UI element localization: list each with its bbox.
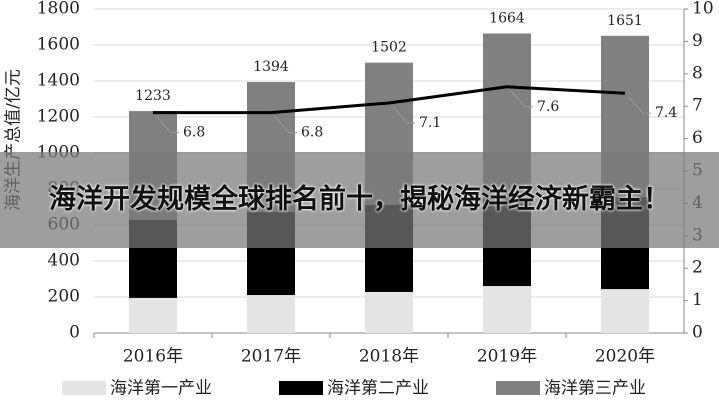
legend-swatch [279,381,323,395]
bar-segment [129,297,177,333]
line-value-label: 6.8 [183,125,205,141]
total-label: 1651 [607,13,643,29]
x-tick-label: 2017年 [241,347,301,367]
y-tick-label: 0 [69,323,80,343]
y-tick-label: 1400 [37,71,80,91]
y2-tick-label: 0 [692,323,703,343]
y-tick-label: 200 [48,287,80,307]
x-tick-label: 2020年 [595,347,655,367]
bar-segment [483,286,531,333]
total-label: 1233 [135,88,171,104]
x-tick-label: 2019年 [477,347,537,367]
bar-segment [247,295,295,333]
y-tick-label: 1800 [37,0,80,19]
line-value-label: 7.6 [537,99,559,115]
bar-segment [601,289,649,333]
total-label: 1394 [253,59,289,75]
legend-label: 海洋第一产业 [110,379,212,399]
total-label: 1664 [489,10,525,26]
y2-tick-label: 7 [692,96,703,116]
label-leader [156,116,179,134]
y-tick-label: 400 [48,251,80,271]
legend-swatch [496,381,540,395]
label-leader [510,90,533,108]
total-label: 1502 [371,40,407,56]
bar-segment [365,291,413,333]
legend-label: 海洋第二产业 [327,379,429,399]
banner-title: 海洋开发规模全球排名前十，揭秘海洋经济新霸主！ [49,184,670,215]
y2-tick-label: 10 [692,0,714,19]
y2-tick-label: 6 [692,128,703,148]
y-tick-label: 1600 [37,35,80,55]
x-tick-label: 2016年 [123,347,183,367]
line-value-label: 6.8 [301,125,323,141]
x-tick-label: 2018年 [359,347,419,367]
banner: 海洋开发规模全球排名前十，揭秘海洋经济新霸主！ [0,152,719,248]
legend-label: 海洋第三产业 [544,379,646,399]
label-leader [274,116,297,134]
y-tick-label: 1200 [37,107,80,127]
line-value-label: 7.1 [419,115,441,131]
y2-tick-label: 8 [692,63,703,83]
y2-tick-label: 2 [692,258,703,278]
label-leader [392,106,415,124]
label-leader [628,96,651,114]
legend-swatch [62,381,106,395]
line-value-label: 7.4 [655,105,677,121]
line [153,85,626,115]
y2-tick-label: 9 [692,31,703,51]
y2-tick-label: 1 [692,290,703,310]
